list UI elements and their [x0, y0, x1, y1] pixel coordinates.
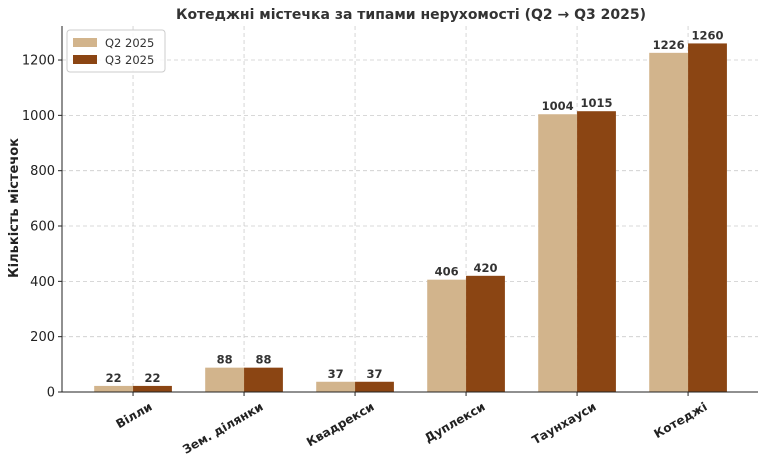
x-tick-label: Таунхауси: [530, 399, 599, 447]
data-label: 1260: [691, 28, 723, 42]
y-axis-label: Кількість містечок: [7, 138, 22, 278]
bar: [466, 275, 505, 392]
y-tick-label: 1000: [22, 109, 55, 124]
x-tick-label: Зем. ділянки: [180, 399, 265, 456]
bar: [649, 52, 689, 392]
bar: [133, 385, 172, 392]
bars: [94, 43, 727, 393]
bar: [577, 111, 616, 392]
x-tick-label: Дуплекси: [422, 399, 487, 445]
y-tick-label: 1200: [22, 54, 55, 69]
bar: [688, 43, 727, 393]
legend-label: Q3 2025: [105, 53, 154, 67]
bar: [316, 381, 356, 392]
chart-title: Котеджні містечка за типами нерухомості …: [176, 7, 646, 23]
data-label: 37: [366, 367, 382, 381]
y-tick-label: 800: [30, 164, 55, 179]
data-label: 22: [106, 371, 122, 385]
data-label: 22: [144, 371, 160, 385]
bar: [244, 367, 283, 392]
data-label: 1226: [653, 38, 685, 52]
x-tick-label: Вілли: [114, 399, 155, 431]
bar: [205, 367, 245, 392]
data-label: 420: [473, 261, 497, 275]
x-tick-label: Квадрекси: [304, 399, 376, 449]
axes: 0 200 400 600 800 1000 1200 Вілли Зем. ділянки Кв…: [22, 26, 758, 457]
data-label: 1015: [580, 96, 612, 110]
legend-swatch: [73, 55, 97, 64]
data-label: 1004: [542, 99, 574, 113]
data-label: 37: [328, 367, 344, 381]
legend-swatch: [73, 38, 97, 47]
y-tick-label: 400: [30, 275, 55, 290]
bar: [94, 385, 134, 392]
data-label: 406: [435, 265, 459, 279]
legend: Q2 2025 Q3 2025: [66, 29, 166, 73]
legend-label: Q2 2025: [105, 36, 154, 50]
y-tick-label: 0: [47, 386, 55, 401]
data-label: 88: [255, 353, 271, 367]
y-tick-label: 600: [30, 220, 55, 235]
data-label: 88: [217, 353, 233, 367]
x-tick-label: Котеджі: [652, 399, 710, 441]
data-labels: 22 88 37 406 1004 1226 22 88 37 420 1015 1260: [106, 28, 724, 384]
y-tick-label: 200: [30, 330, 55, 345]
bar: [355, 381, 394, 392]
bar: [538, 114, 578, 392]
bar: [427, 279, 467, 392]
